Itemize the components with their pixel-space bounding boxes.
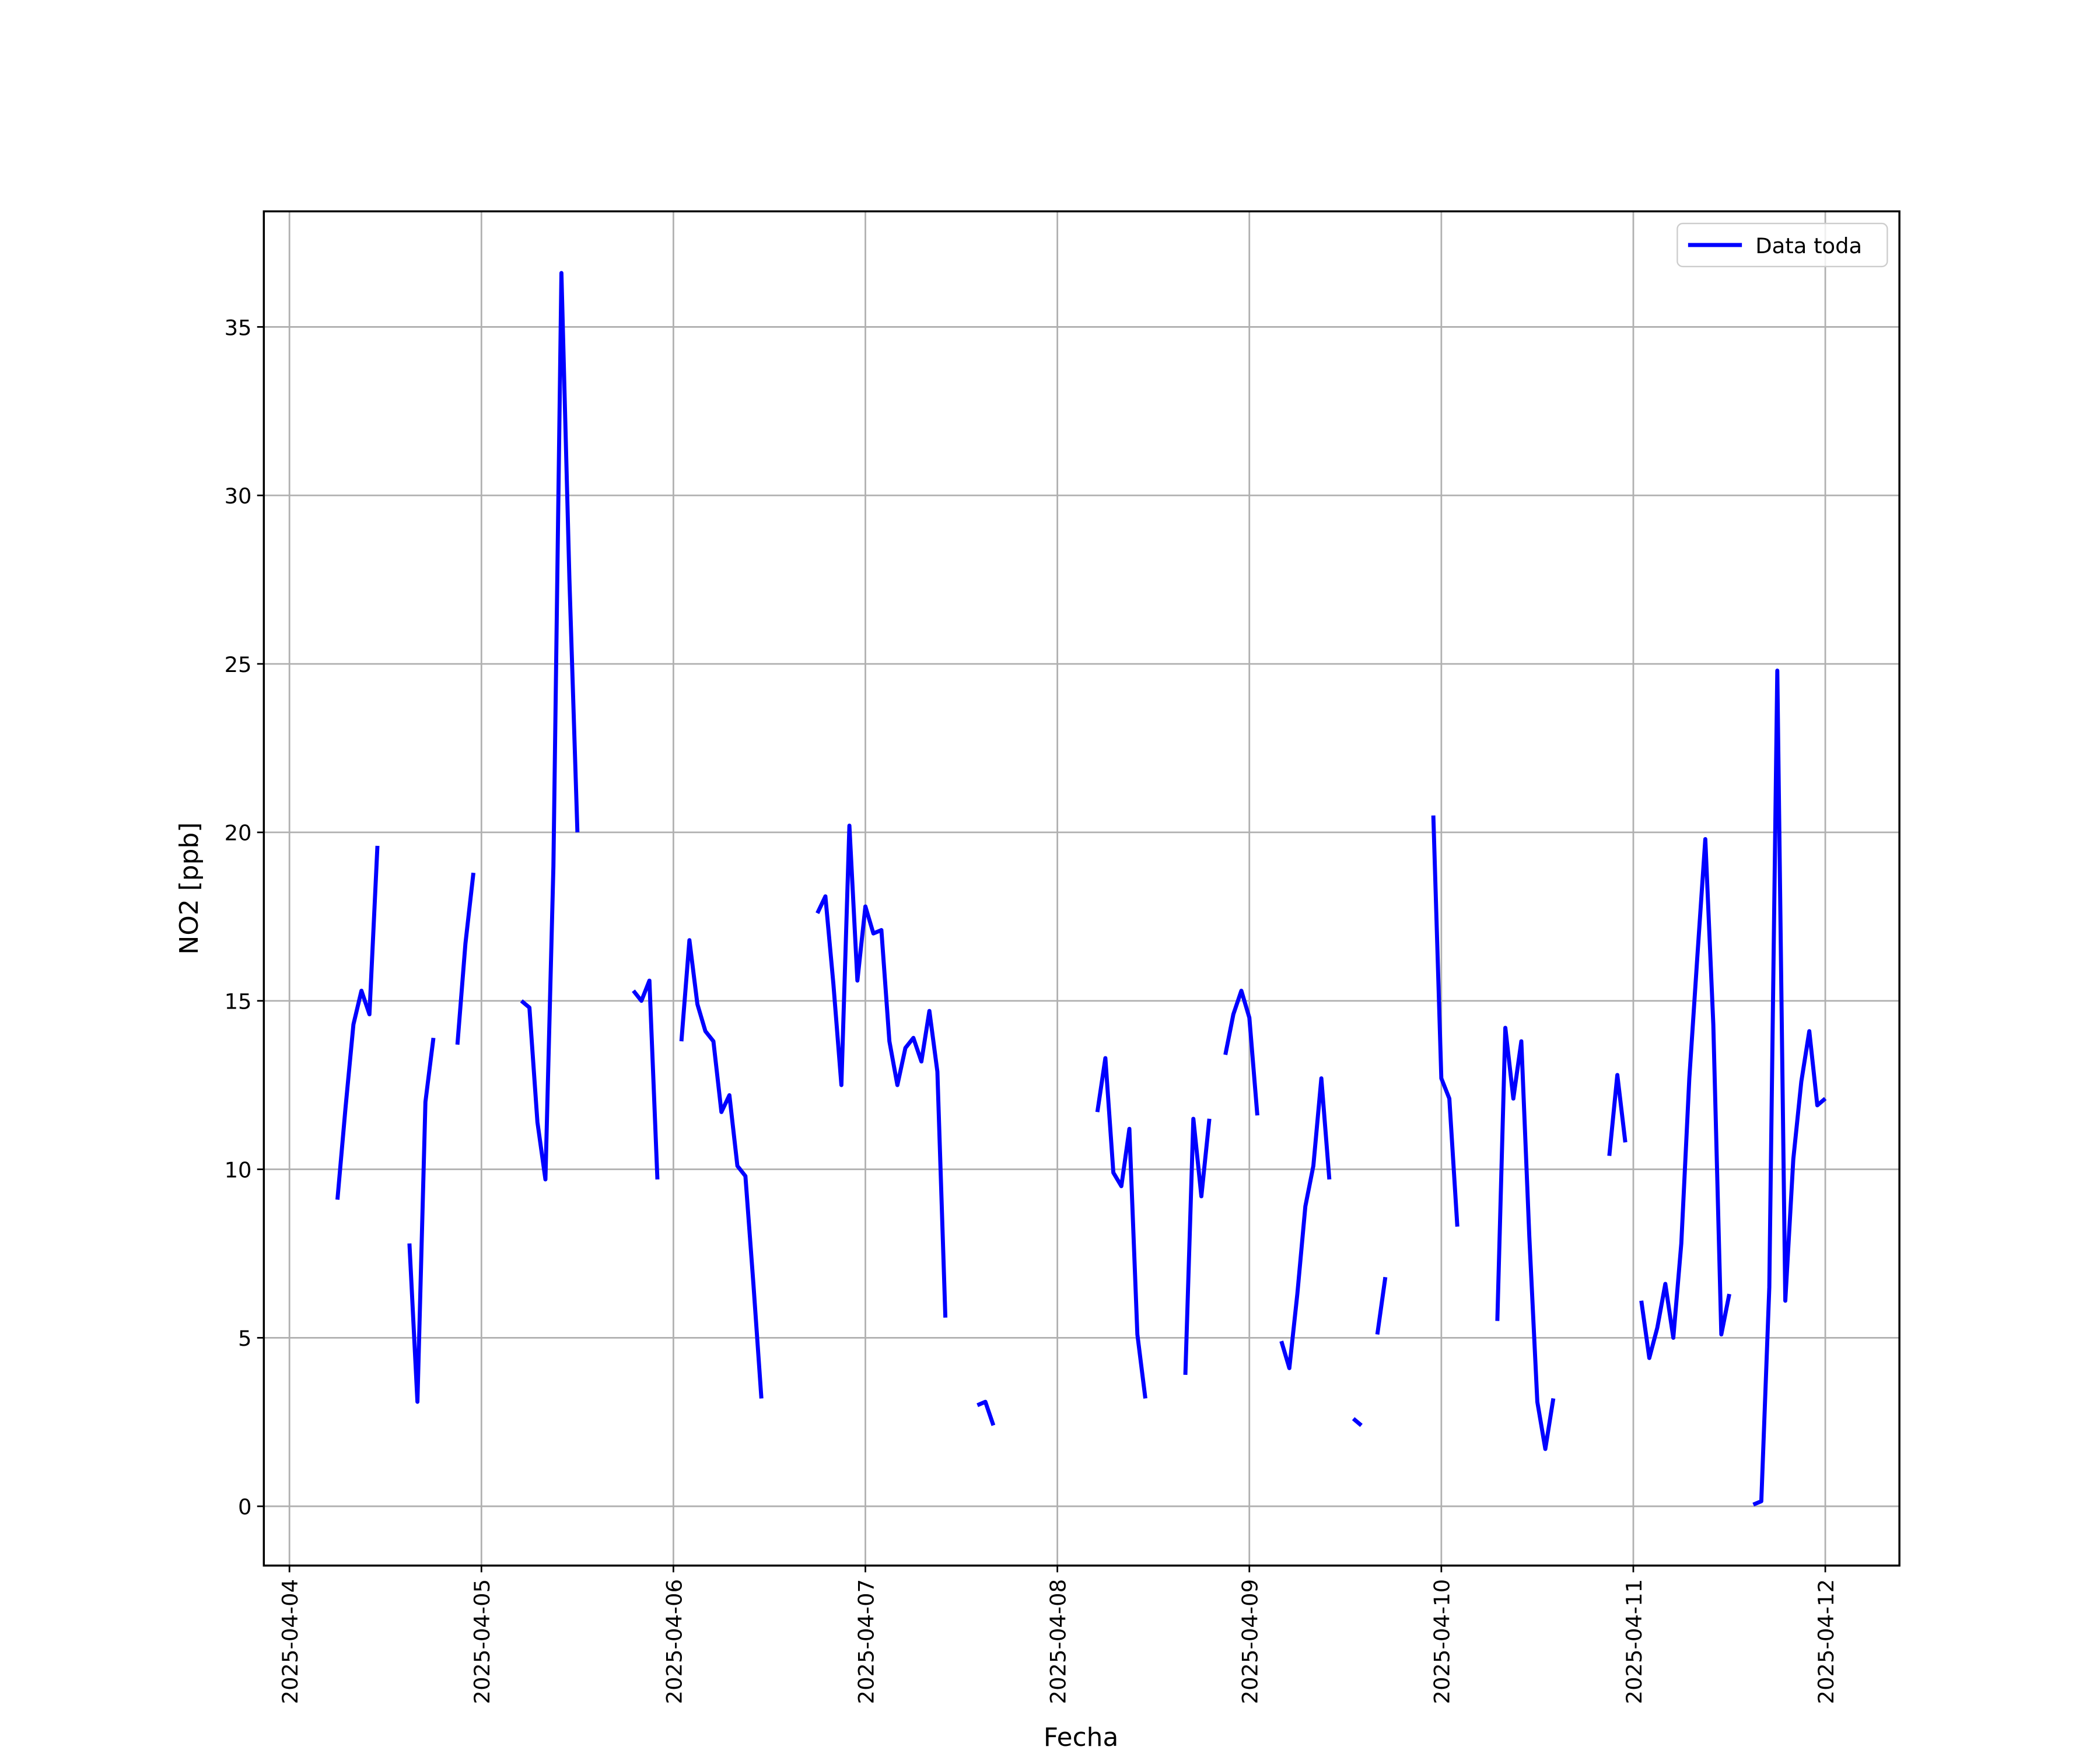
data-line: [335, 271, 1827, 1507]
y-tick-label: 15: [225, 989, 252, 1014]
x-tick-label: 2025-04-06: [662, 1579, 687, 1704]
y-tick-label: 0: [238, 1494, 251, 1520]
x-tick-label: 2025-04-11: [1622, 1579, 1647, 1704]
y-tick-label: 35: [225, 315, 252, 340]
y-tick-label: 20: [225, 821, 252, 846]
x-tick-label: 2025-04-09: [1238, 1579, 1263, 1704]
x-tick-label: 2025-04-07: [853, 1579, 878, 1704]
y-axis-label: NO2 [ppb]: [174, 822, 204, 955]
x-axis-label: Fecha: [1044, 1723, 1119, 1750]
x-tick-label: 2025-04-04: [278, 1579, 303, 1704]
legend-box: [1676, 222, 1888, 268]
x-tick-label: 2025-04-05: [470, 1579, 495, 1704]
y-tick-label: 5: [238, 1326, 251, 1351]
x-tick-label: 2025-04-08: [1045, 1579, 1070, 1704]
y-tick-label: 10: [225, 1157, 252, 1182]
y-tick-label: 30: [225, 484, 252, 509]
legend-label: Data toda: [1755, 233, 1862, 258]
plot-frame: [262, 210, 1901, 1567]
y-tick-label: 25: [225, 652, 252, 677]
x-tick-label: 2025-04-10: [1430, 1579, 1455, 1704]
x-tick-label: 2025-04-12: [1814, 1579, 1839, 1704]
